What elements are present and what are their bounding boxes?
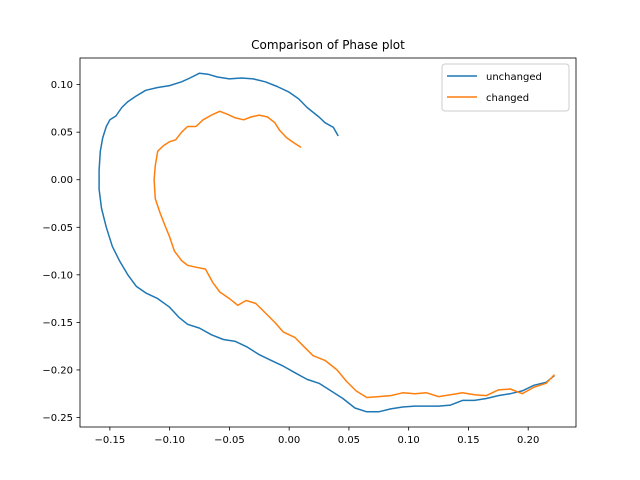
axes-layer: −0.15 −0.10 −0.05 0.00 0.05 0.10 0.15 0.20 0.10 0… [42, 57, 577, 446]
y-tick-label: −0.05 [42, 223, 73, 234]
series-layer [98, 72, 556, 413]
y-tick-label: −0.15 [42, 318, 73, 329]
legend: unchanged changed [441, 63, 570, 112]
y-tick-label: −0.10 [42, 270, 73, 281]
legend-label-changed: changed [486, 93, 529, 104]
x-tick-label: 0.05 [338, 435, 360, 446]
series-line-unchanged [98, 72, 555, 413]
y-tick-label: 0.00 [51, 175, 73, 186]
y-tick-label: −0.25 [42, 413, 73, 424]
x-tick-label: 0.15 [457, 435, 479, 446]
legend-label-unchanged: unchanged [486, 72, 542, 83]
y-tick-label: −0.20 [42, 365, 73, 376]
x-tick-label: 0.10 [398, 435, 420, 446]
x-tick-label: −0.05 [214, 435, 245, 446]
axes-frame [79, 57, 577, 428]
x-tick-label: 0.00 [278, 435, 300, 446]
chart-title: Comparison of Phase plot [251, 38, 405, 52]
y-tick-label: 0.10 [51, 80, 73, 91]
x-tick-label: −0.15 [95, 435, 126, 446]
x-tick-label: −0.10 [154, 435, 185, 446]
x-tick-label: 0.20 [517, 435, 539, 446]
y-tick-label: 0.05 [51, 128, 73, 139]
series-line-changed [153, 110, 556, 399]
